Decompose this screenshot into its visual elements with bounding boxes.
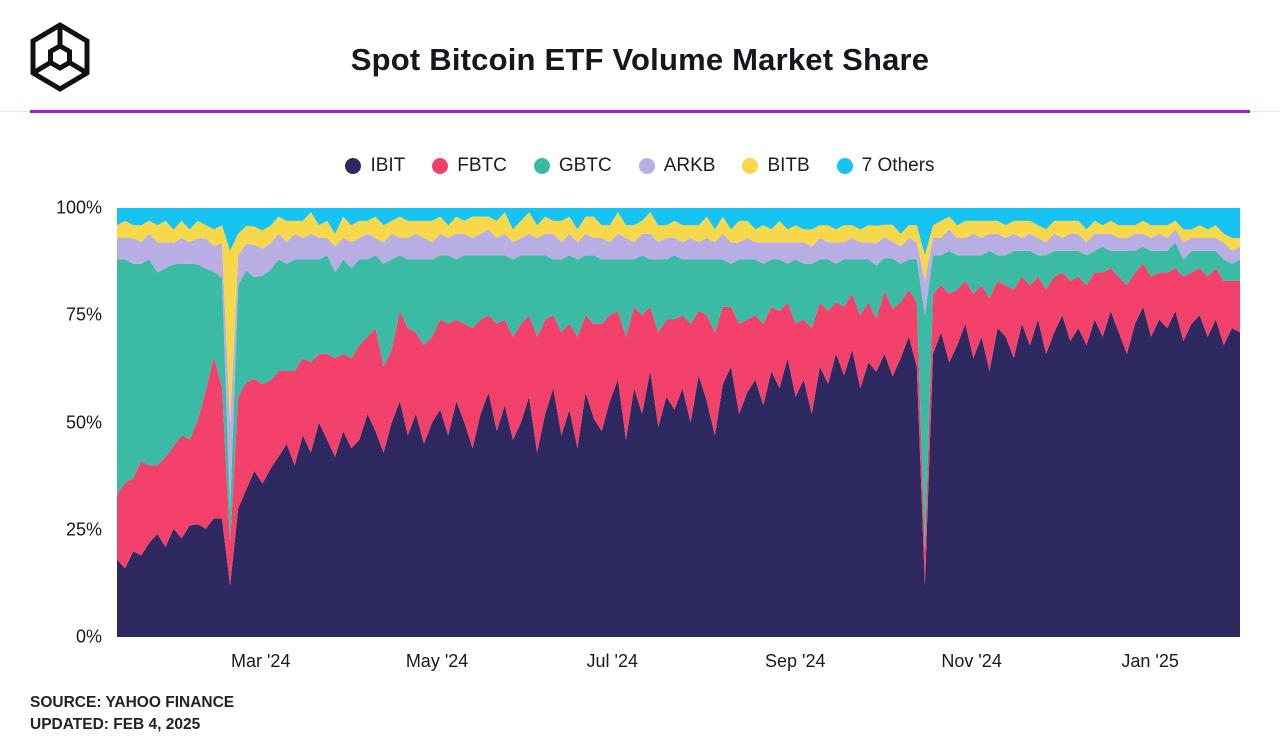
y-tick-label: 75% [65, 304, 102, 325]
x-tick-label: Mar '24 [231, 651, 291, 671]
source-text: SOURCE: YAHOO FINANCE [30, 694, 235, 711]
legend-label: GBTC [558, 155, 612, 176]
y-tick-label: 50% [65, 412, 102, 432]
x-tick-label: Nov '24 [941, 651, 1002, 671]
logo-edge-left [31, 60, 52, 76]
7-others-swatch-icon [836, 158, 853, 174]
x-tick-label: Jan '25 [1121, 651, 1179, 671]
legend-label: IBIT [370, 155, 406, 176]
legend-label: BITB [767, 155, 810, 176]
legend-item-gbtc[interactable]: GBTC [533, 155, 612, 177]
fbtc-swatch-icon [432, 158, 449, 174]
area-bitb [117, 212, 1240, 423]
x-tick-label: Jul '24 [586, 651, 638, 671]
page-title: Spot Bitcoin ETF Volume Market Share [350, 42, 930, 77]
x-tick-label: May '24 [405, 651, 469, 671]
area-ibit [117, 306, 1240, 637]
area-7-others [117, 208, 1240, 256]
block-cube-logo[interactable] [27, 22, 93, 92]
y-tick-label: 100% [55, 197, 102, 218]
logo-inner-hexagon [48, 43, 72, 71]
stacked-area-svg [117, 208, 1240, 637]
legend-item-7-others[interactable]: 7 Others [836, 155, 935, 177]
legend-label: ARKB [663, 155, 716, 176]
footer: SOURCE: YAHOO FINANCE UPDATED: FEB 4, 20… [30, 692, 234, 736]
logo-outer-hexagon [30, 22, 90, 92]
accent-divider [30, 110, 1250, 113]
updated-text: UPDATED: FEB 4, 2025 [30, 716, 201, 733]
arkb-swatch-icon [638, 158, 655, 174]
y-tick-label: 25% [65, 519, 102, 540]
ibit-swatch-icon [345, 158, 362, 174]
legend-item-fbtc[interactable]: FBTC [432, 155, 507, 177]
legend-item-bitb[interactable]: BITB [742, 155, 810, 177]
chart-legend: IBIT FBTC GBTC ARKB BITB 7 Others [0, 151, 1280, 181]
area-arkb [117, 229, 1240, 509]
logo-edge-right [68, 60, 89, 76]
area-gbtc [117, 242, 1240, 552]
legend-item-ibit[interactable]: IBIT [345, 155, 405, 177]
legend-label: 7 Others [861, 155, 935, 176]
legend-item-arkb[interactable]: ARKB [638, 155, 716, 177]
gbtc-swatch-icon [533, 158, 550, 174]
chart-area [117, 208, 1240, 637]
bitb-swatch-icon [742, 158, 759, 174]
area-fbtc [117, 263, 1240, 586]
y-tick-label: 0% [75, 626, 102, 647]
legend-label: FBTC [457, 155, 507, 176]
x-tick-label: Sep '24 [765, 651, 826, 671]
